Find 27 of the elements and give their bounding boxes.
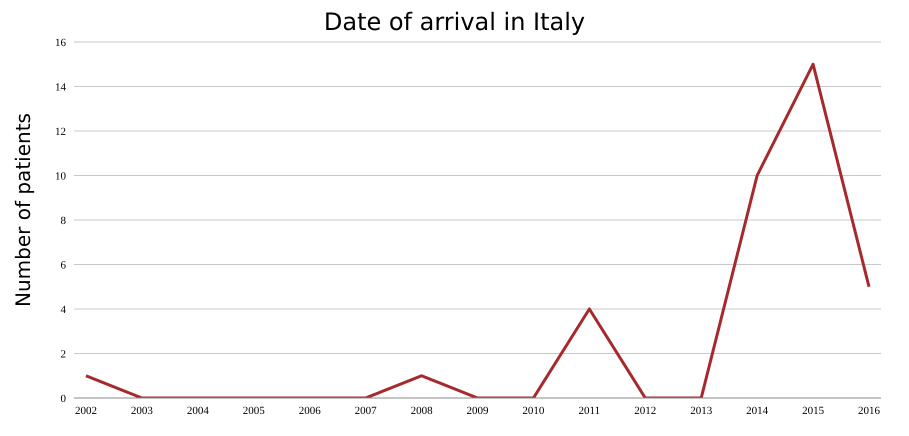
x-tick-label: 2013 — [690, 404, 713, 417]
y-tick-label: 4 — [60, 304, 66, 316]
y-tick-label: 6 — [60, 259, 66, 272]
x-tick-label: 2016 — [858, 404, 880, 417]
x-tick-label: 2010 — [522, 404, 545, 417]
x-tick-label: 2012 — [634, 404, 656, 417]
x-tick-label: 2008 — [410, 404, 434, 417]
x-tick-label: 2006 — [298, 404, 322, 417]
x-tick-label: 2014 — [746, 404, 769, 417]
x-tick-label: 2015 — [802, 404, 825, 417]
x-tick-label: 2009 — [466, 404, 489, 417]
chart-title: Date of arrival in Italy — [322, 8, 586, 36]
y-tick-label: 0 — [60, 392, 66, 405]
y-tick-label: 12 — [55, 126, 66, 138]
x-tick-label: 2005 — [242, 404, 266, 417]
x-tick-label: 2002 — [75, 404, 97, 417]
y-tick-label: 16 — [55, 36, 66, 49]
y-tick-label: 14 — [55, 81, 66, 94]
y-tick-label: 10 — [55, 170, 66, 182]
y-tick-label: 8 — [60, 214, 66, 227]
x-tick-label: 2007 — [354, 404, 378, 417]
x-tick-label: 2011 — [578, 404, 600, 417]
line-series — [84, 62, 870, 398]
x-tick-label: 2003 — [130, 404, 154, 417]
y-axis-title: Number of patients — [11, 112, 35, 309]
y-tick-label: 2 — [60, 348, 66, 360]
x-tick-label: 2004 — [186, 404, 210, 417]
